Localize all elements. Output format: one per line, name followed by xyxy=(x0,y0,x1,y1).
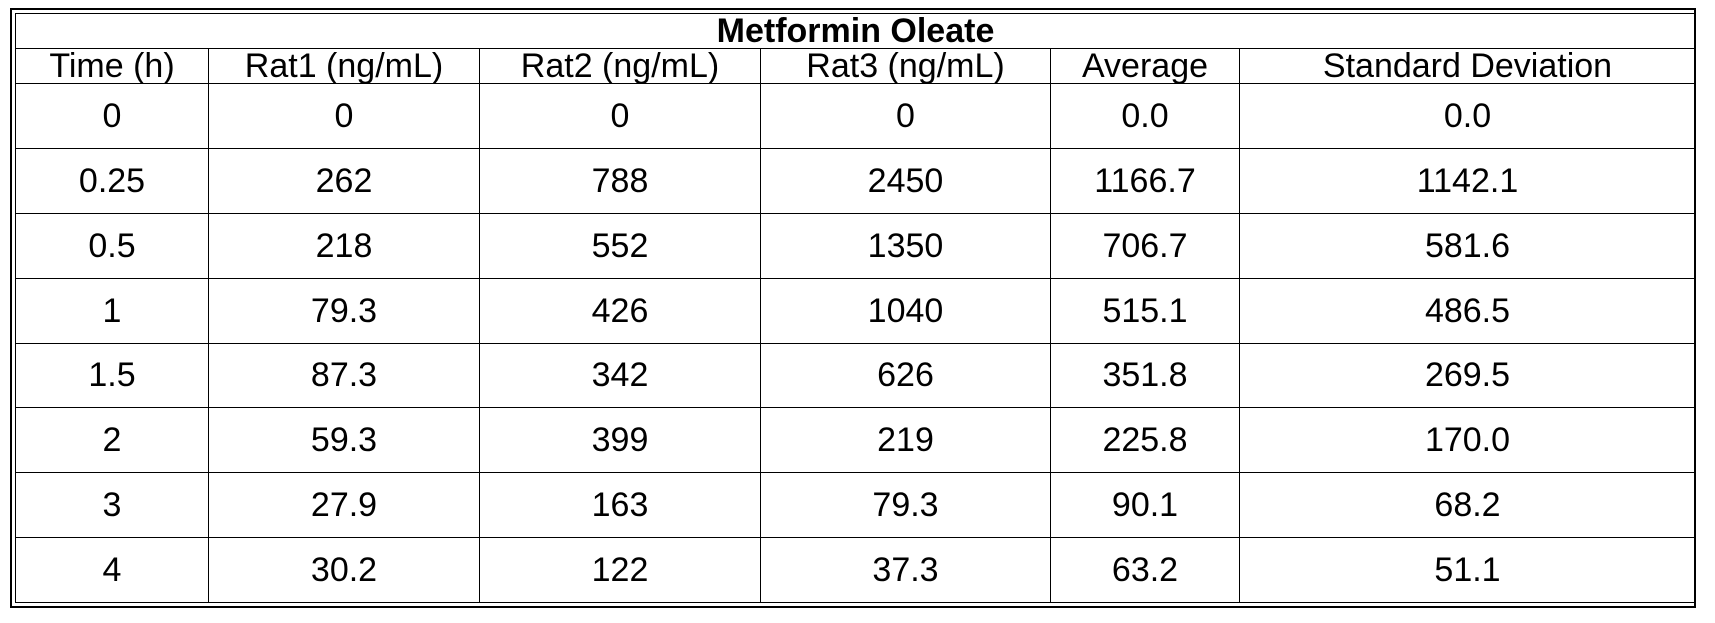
cell-average: 706.7 xyxy=(1050,212,1240,279)
cell-rat1: 27.9 xyxy=(208,472,480,539)
cell-rat1: 218 xyxy=(208,212,480,279)
metformin-oleate-table: Metformin Oleate Time (h) Rat1 (ng/mL) R… xyxy=(15,13,1696,603)
cell-standard-deviation: 170.0 xyxy=(1239,407,1696,474)
cell-rat2: 342 xyxy=(479,342,761,409)
cell-rat2: 426 xyxy=(479,277,761,344)
cell-standard-deviation: 0.0 xyxy=(1239,83,1696,149)
cell-average: 515.1 xyxy=(1050,277,1240,344)
cell-time: 0.5 xyxy=(15,212,209,279)
cell-rat2: 0 xyxy=(479,83,761,149)
header-standard-deviation: Standard Deviation xyxy=(1239,48,1696,84)
cell-average: 351.8 xyxy=(1050,342,1240,409)
cell-average: 225.8 xyxy=(1050,407,1240,474)
cell-average: 1166.7 xyxy=(1050,147,1240,214)
header-rat3: Rat3 (ng/mL) xyxy=(760,48,1051,84)
cell-time: 4 xyxy=(15,537,209,603)
header-average: Average xyxy=(1050,48,1240,84)
cell-time: 0 xyxy=(15,83,209,149)
cell-time: 0.25 xyxy=(15,147,209,214)
cell-rat3: 626 xyxy=(760,342,1051,409)
header-time: Time (h) xyxy=(15,48,209,84)
cell-standard-deviation: 68.2 xyxy=(1239,472,1696,539)
cell-rat2: 788 xyxy=(479,147,761,214)
cell-average: 90.1 xyxy=(1050,472,1240,539)
cell-rat1: 262 xyxy=(208,147,480,214)
table-frame: Metformin Oleate Time (h) Rat1 (ng/mL) R… xyxy=(10,8,1696,608)
header-rat2: Rat2 (ng/mL) xyxy=(479,48,761,84)
table-row: 1.5 87.3 342 626 351.8 269.5 xyxy=(15,342,1696,409)
cell-standard-deviation: 269.5 xyxy=(1239,342,1696,409)
cell-standard-deviation: 486.5 xyxy=(1239,277,1696,344)
table-row: 4 30.2 122 37.3 63.2 51.1 xyxy=(15,537,1696,603)
cell-rat1: 0 xyxy=(208,83,480,149)
cell-rat3: 2450 xyxy=(760,147,1051,214)
cell-rat3: 1350 xyxy=(760,212,1051,279)
cell-rat2: 163 xyxy=(479,472,761,539)
cell-rat3: 219 xyxy=(760,407,1051,474)
cell-rat3: 0 xyxy=(760,83,1051,149)
table-row: 3 27.9 163 79.3 90.1 68.2 xyxy=(15,472,1696,539)
table-row: 0.5 218 552 1350 706.7 581.6 xyxy=(15,212,1696,279)
cell-rat1: 87.3 xyxy=(208,342,480,409)
cell-rat1: 30.2 xyxy=(208,537,480,603)
header-rat1: Rat1 (ng/mL) xyxy=(208,48,480,84)
cell-average: 0.0 xyxy=(1050,83,1240,149)
cell-time: 1 xyxy=(15,277,209,344)
table-title: Metformin Oleate xyxy=(15,13,1696,49)
table-row: 1 79.3 426 1040 515.1 486.5 xyxy=(15,277,1696,344)
cell-rat3: 1040 xyxy=(760,277,1051,344)
table-row: 0 0 0 0 0.0 0.0 xyxy=(15,83,1696,149)
cell-rat2: 552 xyxy=(479,212,761,279)
cell-standard-deviation: 1142.1 xyxy=(1239,147,1696,214)
title-row: Metformin Oleate xyxy=(15,13,1696,49)
table-row: 2 59.3 399 219 225.8 170.0 xyxy=(15,407,1696,474)
cell-standard-deviation: 51.1 xyxy=(1239,537,1696,603)
cell-standard-deviation: 581.6 xyxy=(1239,212,1696,279)
cell-time: 3 xyxy=(15,472,209,539)
cell-rat1: 59.3 xyxy=(208,407,480,474)
cell-average: 63.2 xyxy=(1050,537,1240,603)
header-row: Time (h) Rat1 (ng/mL) Rat2 (ng/mL) Rat3 … xyxy=(15,48,1696,84)
cell-rat1: 79.3 xyxy=(208,277,480,344)
cell-rat2: 122 xyxy=(479,537,761,603)
cell-rat3: 37.3 xyxy=(760,537,1051,603)
cell-time: 1.5 xyxy=(15,342,209,409)
cell-rat3: 79.3 xyxy=(760,472,1051,539)
table-row: 0.25 262 788 2450 1166.7 1142.1 xyxy=(15,147,1696,214)
cell-rat2: 399 xyxy=(479,407,761,474)
cell-time: 2 xyxy=(15,407,209,474)
